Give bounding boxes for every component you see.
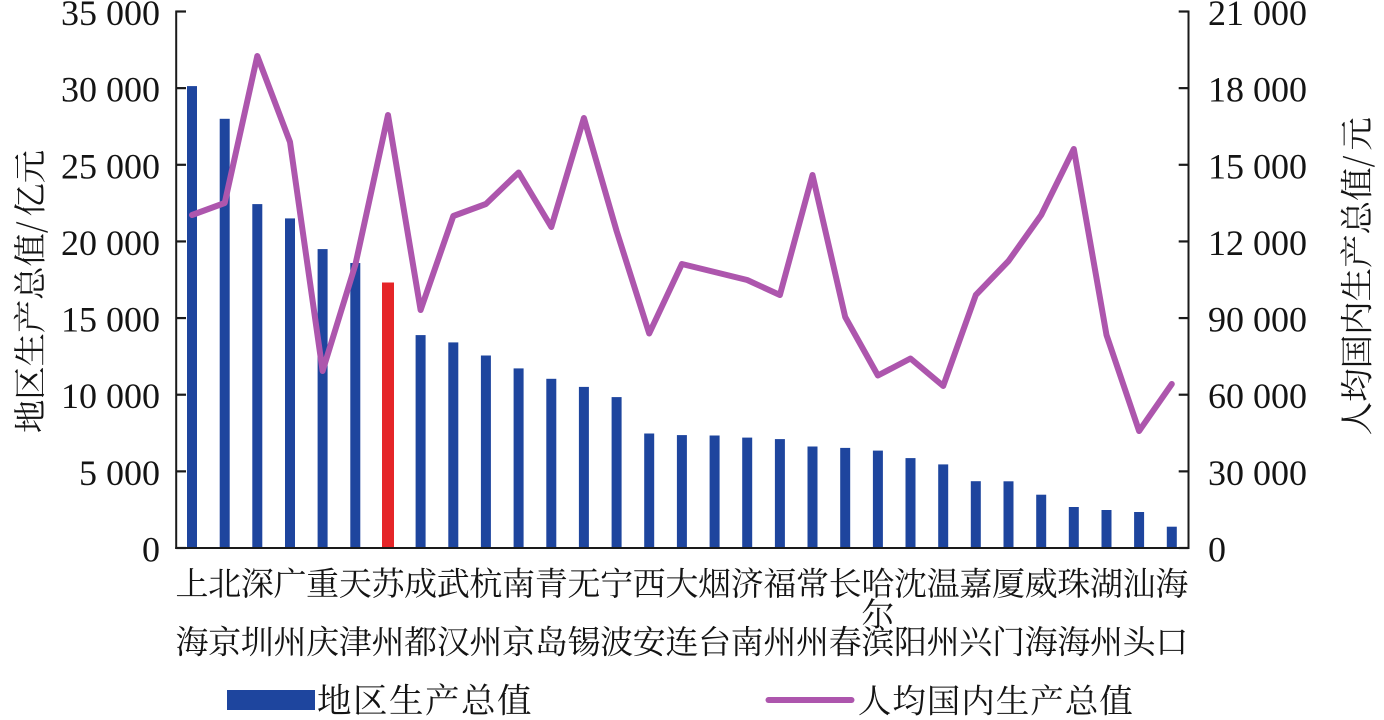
svg-text:90 000: 90 000 bbox=[1208, 300, 1307, 340]
svg-text:60 000: 60 000 bbox=[1208, 376, 1307, 416]
svg-text:30 000: 30 000 bbox=[61, 70, 160, 110]
svg-text:25 000: 25 000 bbox=[61, 146, 160, 186]
svg-text:18 000: 18 000 bbox=[1208, 70, 1307, 110]
svg-text:12 000: 12 000 bbox=[1208, 223, 1307, 263]
svg-text:15 000: 15 000 bbox=[61, 300, 160, 340]
svg-text:0: 0 bbox=[1208, 530, 1226, 570]
svg-text:20 000: 20 000 bbox=[61, 223, 160, 263]
svg-text:10 000: 10 000 bbox=[61, 376, 160, 416]
svg-text:21 000: 21 000 bbox=[1208, 0, 1307, 33]
svg-text:5 000: 5 000 bbox=[79, 453, 160, 493]
svg-text:15 000: 15 000 bbox=[1208, 146, 1307, 186]
svg-text:0: 0 bbox=[142, 530, 160, 570]
svg-text:35 000: 35 000 bbox=[61, 0, 160, 33]
svg-text:30 000: 30 000 bbox=[1208, 453, 1307, 493]
